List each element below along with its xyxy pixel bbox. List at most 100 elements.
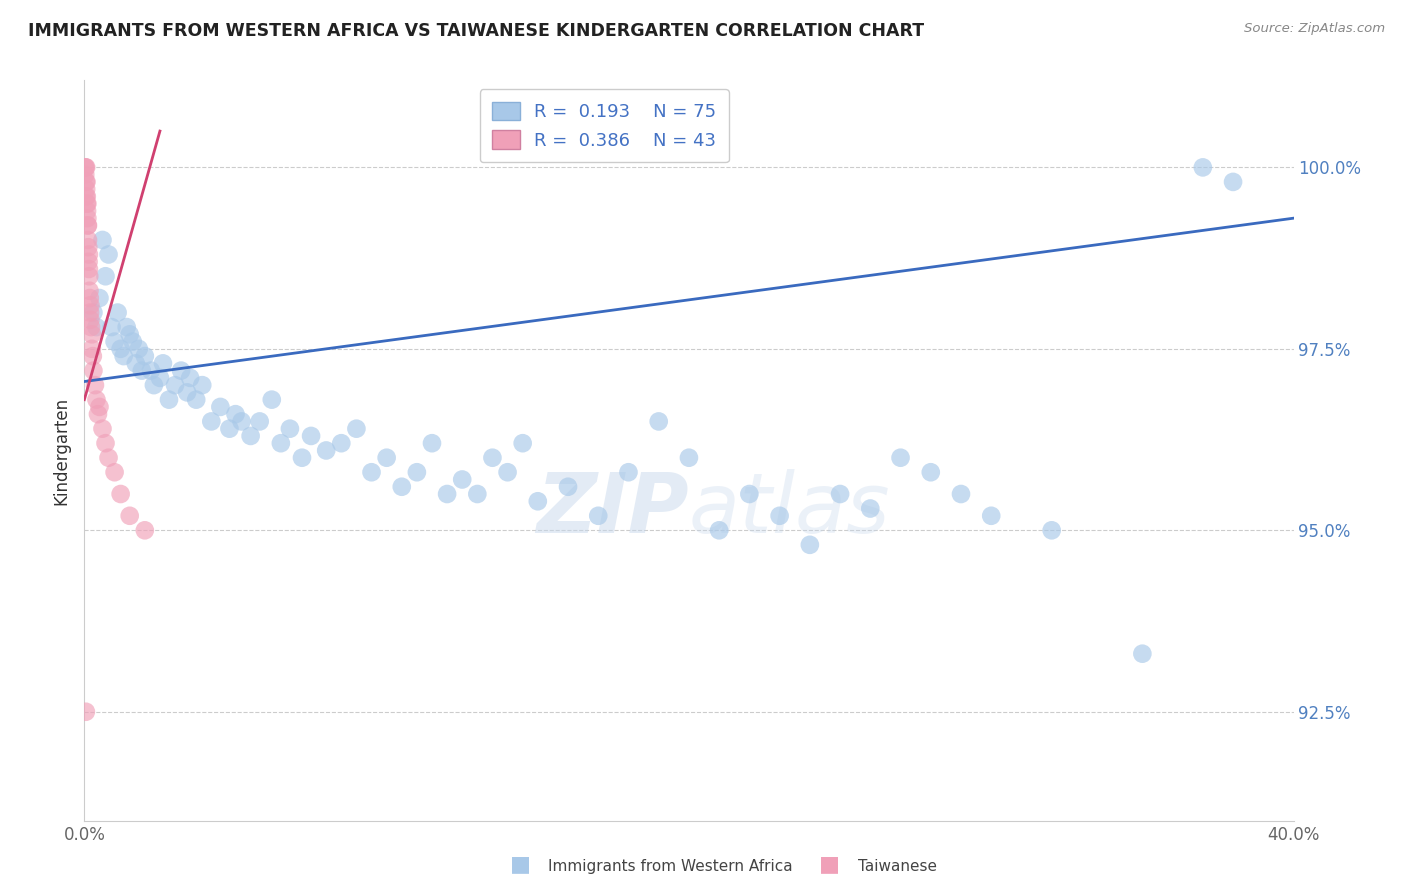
Point bbox=[75, 161, 97, 175]
Point bbox=[391, 480, 413, 494]
Point bbox=[79, 305, 101, 319]
Point bbox=[218, 422, 240, 436]
Point bbox=[496, 465, 519, 479]
Point bbox=[82, 349, 104, 363]
Point bbox=[76, 175, 98, 189]
Point bbox=[125, 356, 148, 370]
Point bbox=[75, 705, 97, 719]
Point bbox=[200, 414, 222, 428]
Point bbox=[512, 436, 534, 450]
Point bbox=[360, 465, 382, 479]
Point bbox=[77, 269, 100, 284]
Point bbox=[91, 422, 114, 436]
Point bbox=[436, 487, 458, 501]
Point bbox=[73, 161, 96, 175]
Y-axis label: Kindergarten: Kindergarten bbox=[52, 396, 70, 505]
Text: ■: ■ bbox=[820, 855, 839, 874]
Text: ZIP: ZIP bbox=[536, 469, 689, 550]
Point bbox=[170, 363, 193, 377]
Point bbox=[115, 320, 138, 334]
Point bbox=[179, 371, 201, 385]
Point bbox=[920, 465, 942, 479]
Point bbox=[738, 487, 761, 501]
Point bbox=[76, 211, 98, 226]
Point bbox=[1040, 524, 1063, 538]
Legend: R =  0.193    N = 75, R =  0.386    N = 43: R = 0.193 N = 75, R = 0.386 N = 43 bbox=[479, 89, 728, 162]
Point bbox=[420, 436, 443, 450]
Point bbox=[97, 450, 120, 465]
Point bbox=[209, 400, 232, 414]
Point bbox=[451, 473, 474, 487]
Point bbox=[100, 320, 122, 334]
Point bbox=[75, 175, 97, 189]
Point bbox=[82, 305, 104, 319]
Point bbox=[94, 436, 117, 450]
Text: IMMIGRANTS FROM WESTERN AFRICA VS TAIWANESE KINDERGARTEN CORRELATION CHART: IMMIGRANTS FROM WESTERN AFRICA VS TAIWAN… bbox=[28, 22, 924, 40]
Point bbox=[225, 407, 247, 421]
Point bbox=[527, 494, 550, 508]
Point bbox=[89, 400, 111, 414]
Point bbox=[950, 487, 973, 501]
Point bbox=[149, 371, 172, 385]
Point bbox=[97, 247, 120, 261]
Point bbox=[406, 465, 429, 479]
Point bbox=[165, 378, 187, 392]
Point bbox=[128, 342, 150, 356]
Point bbox=[82, 363, 104, 377]
Point bbox=[75, 168, 97, 182]
Point bbox=[134, 524, 156, 538]
Point bbox=[799, 538, 821, 552]
Point bbox=[617, 465, 640, 479]
Point bbox=[278, 422, 301, 436]
Text: Immigrants from Western Africa: Immigrants from Western Africa bbox=[548, 859, 793, 874]
Point bbox=[77, 262, 100, 277]
Text: ■: ■ bbox=[510, 855, 530, 874]
Point bbox=[260, 392, 283, 407]
Point bbox=[830, 487, 852, 501]
Point bbox=[77, 247, 100, 261]
Point bbox=[76, 196, 98, 211]
Point bbox=[104, 334, 127, 349]
Point bbox=[291, 450, 314, 465]
Point bbox=[112, 349, 135, 363]
Point bbox=[77, 240, 100, 254]
Point bbox=[121, 334, 143, 349]
Point bbox=[76, 196, 98, 211]
Point bbox=[80, 327, 103, 342]
Point bbox=[86, 320, 108, 334]
Point bbox=[678, 450, 700, 465]
Point bbox=[79, 313, 101, 327]
Point bbox=[1222, 175, 1244, 189]
Point bbox=[118, 327, 141, 342]
Point bbox=[769, 508, 792, 523]
Point bbox=[249, 414, 271, 428]
Point bbox=[890, 450, 912, 465]
Point bbox=[346, 422, 368, 436]
Point bbox=[75, 189, 97, 203]
Point bbox=[87, 407, 110, 421]
Point bbox=[91, 233, 114, 247]
Point bbox=[231, 414, 253, 428]
Point bbox=[79, 284, 101, 298]
Point bbox=[110, 487, 132, 501]
Point bbox=[110, 342, 132, 356]
Point bbox=[139, 363, 162, 377]
Point bbox=[557, 480, 579, 494]
Point bbox=[118, 508, 141, 523]
Point bbox=[152, 356, 174, 370]
Point bbox=[80, 342, 103, 356]
Point bbox=[1132, 647, 1154, 661]
Point bbox=[76, 203, 98, 218]
Point bbox=[467, 487, 489, 501]
Point bbox=[104, 465, 127, 479]
Point bbox=[77, 233, 100, 247]
Text: Taiwanese: Taiwanese bbox=[858, 859, 936, 874]
Point bbox=[299, 429, 322, 443]
Point bbox=[84, 378, 107, 392]
Point bbox=[77, 219, 100, 233]
Point bbox=[709, 524, 731, 538]
Point bbox=[77, 254, 100, 268]
Point bbox=[648, 414, 671, 428]
Point bbox=[79, 291, 101, 305]
Point bbox=[186, 392, 208, 407]
